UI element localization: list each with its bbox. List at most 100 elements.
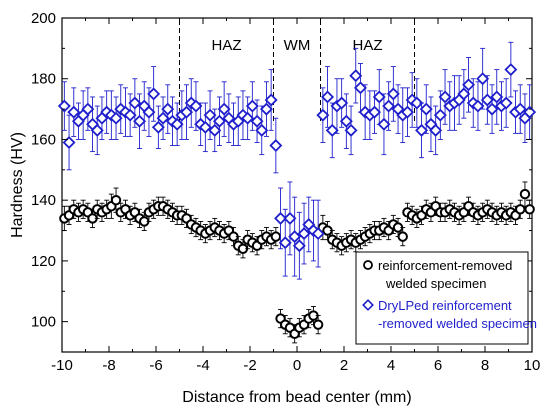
data-point-diamond xyxy=(316,108,330,122)
y-tick-label: 120 xyxy=(31,253,56,270)
data-point-diamond xyxy=(208,123,222,137)
x-tick-label: 8 xyxy=(481,357,489,374)
data-point-diamond xyxy=(90,123,104,137)
x-tick-label: -6 xyxy=(149,357,162,374)
data-point-diamond xyxy=(245,99,259,113)
data-point-diamond xyxy=(429,123,443,137)
data-point-diamond xyxy=(504,63,518,77)
data-point-diamond xyxy=(250,114,264,128)
legend-entry-text: reinforcement-removed xyxy=(378,258,512,273)
data-point-diamond xyxy=(297,227,311,241)
x-tick-label: -8 xyxy=(102,357,115,374)
y-tick-label: 200 xyxy=(31,10,56,27)
data-point-diamond xyxy=(57,99,71,113)
data-point-diamond xyxy=(377,117,391,131)
data-point-diamond xyxy=(513,102,527,116)
data-point-diamond xyxy=(410,96,424,110)
data-point-diamond xyxy=(344,123,358,137)
data-point-diamond xyxy=(133,114,147,128)
data-point-diamond xyxy=(147,87,161,101)
data-point-diamond xyxy=(269,139,283,153)
y-axis-label: Hardness (HV) xyxy=(9,132,26,238)
x-tick-label: 4 xyxy=(387,357,395,374)
x-tick-label: -10 xyxy=(51,357,73,374)
data-point-diamond xyxy=(123,108,137,122)
x-tick-label: 6 xyxy=(434,357,442,374)
data-point-diamond xyxy=(288,230,302,244)
x-tick-label: 0 xyxy=(293,357,301,374)
data-point-diamond xyxy=(335,96,349,110)
data-point-diamond xyxy=(339,114,353,128)
data-point-diamond xyxy=(212,114,226,128)
data-point-diamond xyxy=(81,102,95,116)
x-tick-label: -4 xyxy=(196,357,209,374)
x-axis-label: Distance from bead center (mm) xyxy=(182,389,411,406)
data-point-diamond xyxy=(161,102,175,116)
data-point-circle xyxy=(515,204,526,215)
data-point-diamond xyxy=(67,105,81,119)
y-tick-label: 140 xyxy=(31,192,56,209)
data-point-diamond xyxy=(198,120,212,134)
data-point-diamond xyxy=(278,236,292,250)
data-point-diamond xyxy=(62,136,76,149)
data-point-diamond xyxy=(349,69,363,83)
data-point-diamond xyxy=(292,239,306,253)
legend: reinforcement-removed welded specimen DryL… xyxy=(355,251,537,345)
data-point-diamond xyxy=(433,108,447,122)
data-point-diamond xyxy=(419,102,433,116)
data-point-diamond xyxy=(499,96,513,110)
y-tick-label: 160 xyxy=(31,131,56,148)
series-drylped xyxy=(57,41,537,280)
data-point-diamond xyxy=(353,81,367,95)
region-label: HAZ xyxy=(212,37,242,54)
x-tick-label: -2 xyxy=(243,357,256,374)
data-point-diamond xyxy=(480,93,494,107)
data-point-diamond xyxy=(203,108,217,122)
y-tick-label: 180 xyxy=(31,71,56,88)
data-point-diamond xyxy=(264,93,278,107)
data-point-diamond xyxy=(400,105,414,119)
data-point-diamond xyxy=(415,123,429,137)
data-point-diamond xyxy=(274,211,288,225)
data-point-circle xyxy=(312,319,324,330)
data-point-diamond xyxy=(523,105,537,119)
legend-marker-diamond xyxy=(362,299,374,311)
data-point-diamond xyxy=(368,105,382,119)
data-point-diamond xyxy=(283,211,297,225)
legend-entry-text: -removed welded specimen xyxy=(378,316,537,331)
region-label: HAZ xyxy=(353,37,383,54)
series-layer xyxy=(57,41,537,344)
data-point-diamond xyxy=(241,111,255,125)
data-point-diamond xyxy=(217,102,231,116)
data-point-circle xyxy=(519,188,531,200)
x-tick-label: 10 xyxy=(524,357,541,374)
axis-tick-labels: -10 -8 -6 -4 -2 0 2 4 6 8 10 100 120 140 160 180 200 xyxy=(31,10,540,374)
data-point-diamond xyxy=(325,123,339,137)
data-point-diamond xyxy=(151,120,165,134)
region-boundary-lines xyxy=(179,20,415,125)
data-point-diamond xyxy=(259,102,273,116)
data-point-diamond xyxy=(170,117,184,131)
data-point-diamond xyxy=(156,111,170,125)
data-point-diamond xyxy=(382,99,396,113)
data-point-diamond xyxy=(180,105,194,119)
data-point-diamond xyxy=(490,90,504,104)
data-point-diamond xyxy=(372,90,386,104)
data-point-diamond xyxy=(386,87,400,101)
data-point-diamond xyxy=(109,111,123,125)
data-point-diamond xyxy=(457,87,471,101)
data-point-diamond xyxy=(128,96,142,110)
data-point-diamond xyxy=(438,90,452,104)
data-point-diamond xyxy=(311,227,325,241)
region-labels: HAZ WM HAZ xyxy=(212,37,383,54)
data-point-diamond xyxy=(476,72,490,86)
data-point-circle xyxy=(397,231,408,242)
series-reinforcement-removed xyxy=(59,181,535,344)
data-point-diamond xyxy=(485,102,499,116)
legend-entry-text: DryLPed reinforcement xyxy=(378,298,512,313)
region-label: WM xyxy=(284,37,311,54)
legend-marker-circle xyxy=(363,260,373,270)
data-point-circle xyxy=(524,204,535,215)
legend-box xyxy=(355,251,529,345)
